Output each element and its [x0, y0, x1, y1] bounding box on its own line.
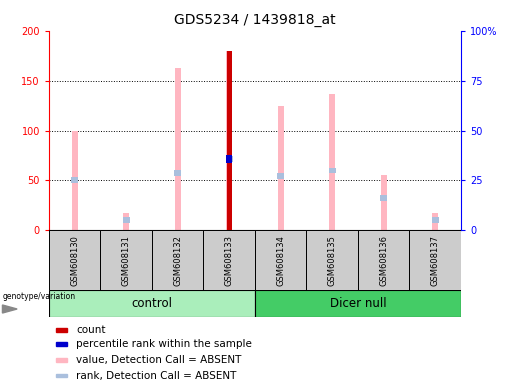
FancyBboxPatch shape: [49, 290, 255, 317]
Text: GSM608130: GSM608130: [70, 235, 79, 286]
FancyBboxPatch shape: [409, 230, 461, 290]
Text: Dicer null: Dicer null: [330, 297, 386, 310]
Bar: [381, 175, 387, 230]
Bar: [123, 217, 130, 223]
FancyBboxPatch shape: [152, 230, 203, 290]
Bar: [175, 68, 181, 230]
Bar: [71, 177, 78, 184]
Text: GSM608135: GSM608135: [328, 235, 337, 286]
FancyBboxPatch shape: [49, 230, 100, 290]
Text: GSM608132: GSM608132: [173, 235, 182, 286]
Text: GSM608133: GSM608133: [225, 235, 234, 286]
FancyBboxPatch shape: [100, 230, 152, 290]
Bar: [226, 51, 232, 230]
Bar: [432, 214, 438, 230]
FancyBboxPatch shape: [358, 230, 409, 290]
Text: rank, Detection Call = ABSENT: rank, Detection Call = ABSENT: [76, 371, 237, 381]
FancyBboxPatch shape: [203, 230, 255, 290]
Text: GSM608136: GSM608136: [379, 235, 388, 286]
Text: genotype/variation: genotype/variation: [3, 292, 76, 301]
Text: percentile rank within the sample: percentile rank within the sample: [76, 339, 252, 349]
Text: value, Detection Call = ABSENT: value, Detection Call = ABSENT: [76, 355, 242, 365]
Bar: [329, 94, 335, 230]
Text: count: count: [76, 325, 106, 335]
Bar: [226, 156, 233, 162]
Bar: [226, 154, 232, 162]
Bar: [380, 195, 387, 202]
Bar: [174, 170, 181, 177]
Bar: [329, 167, 336, 174]
Bar: [277, 174, 284, 179]
FancyBboxPatch shape: [255, 290, 461, 317]
Text: control: control: [131, 297, 173, 310]
FancyBboxPatch shape: [255, 230, 306, 290]
Bar: [72, 131, 78, 230]
Bar: [56, 374, 67, 377]
Bar: [123, 214, 129, 230]
Bar: [56, 342, 67, 346]
Bar: [56, 328, 67, 332]
Bar: [278, 106, 284, 230]
Bar: [432, 217, 439, 223]
Title: GDS5234 / 1439818_at: GDS5234 / 1439818_at: [174, 13, 336, 27]
Text: GSM608134: GSM608134: [276, 235, 285, 286]
Bar: [56, 358, 67, 362]
FancyBboxPatch shape: [306, 230, 358, 290]
Polygon shape: [3, 305, 17, 313]
Text: GSM608137: GSM608137: [431, 235, 440, 286]
Bar: [227, 51, 232, 230]
Text: GSM608131: GSM608131: [122, 235, 131, 286]
